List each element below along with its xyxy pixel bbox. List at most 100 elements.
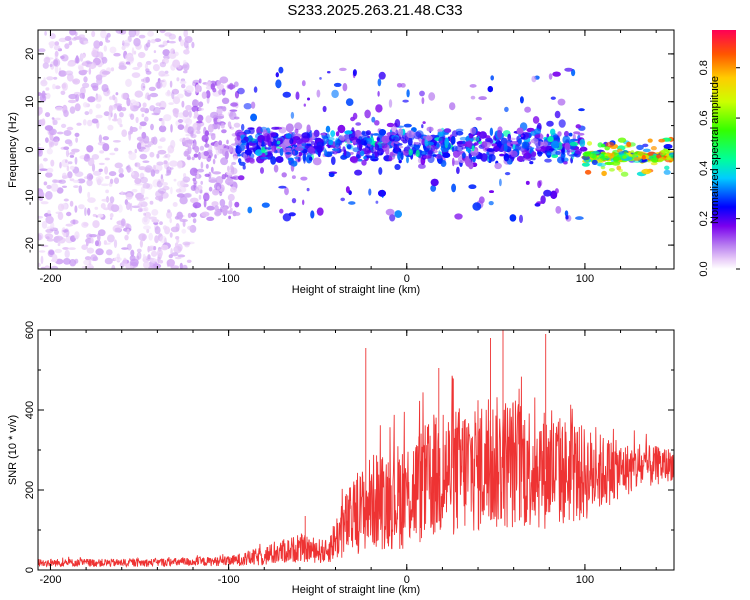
- spectrogram-cell: [517, 138, 522, 145]
- spectrogram-cell: [121, 129, 128, 137]
- spectrogram-cell: [543, 189, 552, 197]
- spectrogram-cell: [413, 144, 420, 150]
- spectrogram-cell: [239, 144, 245, 152]
- spectrogram-cell: [295, 91, 300, 100]
- spectrogram-cell: [104, 166, 109, 175]
- spectrogram-cell: [100, 203, 106, 209]
- spectrogram-cell: [622, 155, 627, 159]
- spectrogram-cell: [62, 258, 71, 265]
- spectrogram-cell: [39, 94, 47, 103]
- spectrogram-cell: [564, 67, 573, 72]
- spectrogram-cell: [74, 103, 81, 112]
- spectrogram-cell: [214, 154, 217, 159]
- spectrogram-cell: [374, 120, 380, 126]
- spectrogram-cell: [60, 55, 65, 59]
- spectrogram-cell: [86, 247, 95, 254]
- spectrogram-cell: [658, 138, 666, 143]
- spectrogram-cell: [179, 80, 187, 85]
- spectrogram-cell: [98, 134, 103, 143]
- spectrogram-cell: [267, 140, 273, 147]
- spectrogram-cell: [141, 131, 147, 139]
- spectrogram-cell: [125, 201, 131, 211]
- spectrogram-cell: [215, 176, 224, 185]
- spectrogram-cell: [408, 148, 413, 156]
- spectrogram-cell: [278, 66, 284, 74]
- spectrogram-cell: [425, 135, 433, 141]
- spectrogram-cell: [450, 135, 456, 145]
- spectrogram-cell: [61, 175, 69, 179]
- spectrogram-cell: [301, 132, 310, 139]
- snr-y-ticks: 0 200 400 600: [24, 321, 674, 573]
- spectrogram-cell: [233, 122, 241, 128]
- spectrogram-cell: [198, 194, 202, 200]
- spectrogram-cell: [74, 57, 80, 64]
- spectrogram-cell: [354, 169, 363, 176]
- spectrogram-cell: [333, 82, 342, 87]
- spectrogram-cell: [375, 104, 383, 113]
- spectrogram-cell: [65, 70, 74, 76]
- spectrogram-cell: [63, 109, 69, 118]
- spectrogram-cell: [172, 59, 181, 68]
- spectrogram-cell: [45, 215, 54, 224]
- spectrogram-cell: [166, 166, 172, 174]
- spectrogram-cell: [285, 147, 292, 151]
- spectrogram-cell: [176, 193, 185, 198]
- spectrogram-cell: [456, 141, 464, 145]
- spectrogram-cell: [489, 127, 494, 136]
- spectrogram-cell: [106, 32, 111, 38]
- spectrogram-cell: [162, 40, 168, 47]
- spectrogram-cell: [136, 197, 146, 201]
- spectrogram-cell: [157, 145, 163, 149]
- spectrogram-cell: [58, 70, 67, 77]
- spectrogram-cell: [65, 149, 70, 158]
- spectrogram-cell: [138, 233, 147, 241]
- spectrogram-cell: [147, 39, 151, 45]
- spectrogram-cell: [46, 238, 55, 242]
- spectrogram-cell: [331, 156, 336, 165]
- spectrogram-cell: [81, 40, 84, 44]
- spectrogram-cell: [160, 178, 165, 183]
- spectrogram-cell: [59, 161, 62, 169]
- spectrogram-cell: [205, 90, 211, 99]
- spectrogram-cell: [130, 102, 133, 111]
- spectrogram-cell: [171, 91, 175, 100]
- spectrogram-cell: [148, 265, 156, 269]
- spectrogram-cell: [38, 196, 44, 202]
- spectrogram-cell: [365, 130, 371, 136]
- spectrogram-cell: [400, 152, 404, 160]
- spectrogram-cell: [57, 242, 61, 247]
- spectrogram-cell: [430, 184, 437, 192]
- spectrogram-cell: [663, 144, 673, 149]
- spectrogram-cell: [140, 107, 146, 112]
- spectrogram-cell: [136, 248, 142, 253]
- spectrogram-cell: [116, 253, 121, 260]
- spectrogram-cell: [151, 250, 158, 257]
- spectrogram-cell: [168, 40, 176, 44]
- spectrogram-cell: [172, 202, 178, 207]
- spectrogram-cell: [173, 112, 178, 117]
- spectrogram-cell: [221, 174, 226, 180]
- spectrogram-cell: [421, 97, 425, 105]
- spectrogram-cell: [413, 131, 422, 140]
- spectrogram-cell: [516, 127, 524, 135]
- spectrogram-cell: [100, 30, 107, 39]
- spectrogram-cell: [507, 133, 512, 141]
- chart-title: S233.2025.263.21.48.C33: [287, 2, 462, 19]
- spectrogram-cell: [47, 210, 51, 215]
- spectrogram-cell: [121, 247, 129, 250]
- spectrogram-cell: [119, 112, 124, 118]
- spectrogram-cell: [378, 129, 386, 136]
- spectrogram-cell: [199, 145, 205, 151]
- spectrogram-cell: [125, 61, 131, 65]
- spectrogram-cell: [62, 247, 69, 250]
- spectrogram-cell: [197, 151, 202, 161]
- spectrogram-cell: [121, 190, 124, 196]
- spectrogram-cell: [177, 124, 185, 130]
- spectrogram-cell: [106, 249, 113, 256]
- spectrogram-cell: [626, 141, 632, 147]
- y-tick-label: -10: [24, 189, 36, 205]
- spectrogram-cell: [74, 205, 78, 213]
- spectrogram-cell: [564, 142, 571, 151]
- spectrogram-cell: [154, 235, 159, 244]
- spectrogram-cell: [550, 128, 556, 136]
